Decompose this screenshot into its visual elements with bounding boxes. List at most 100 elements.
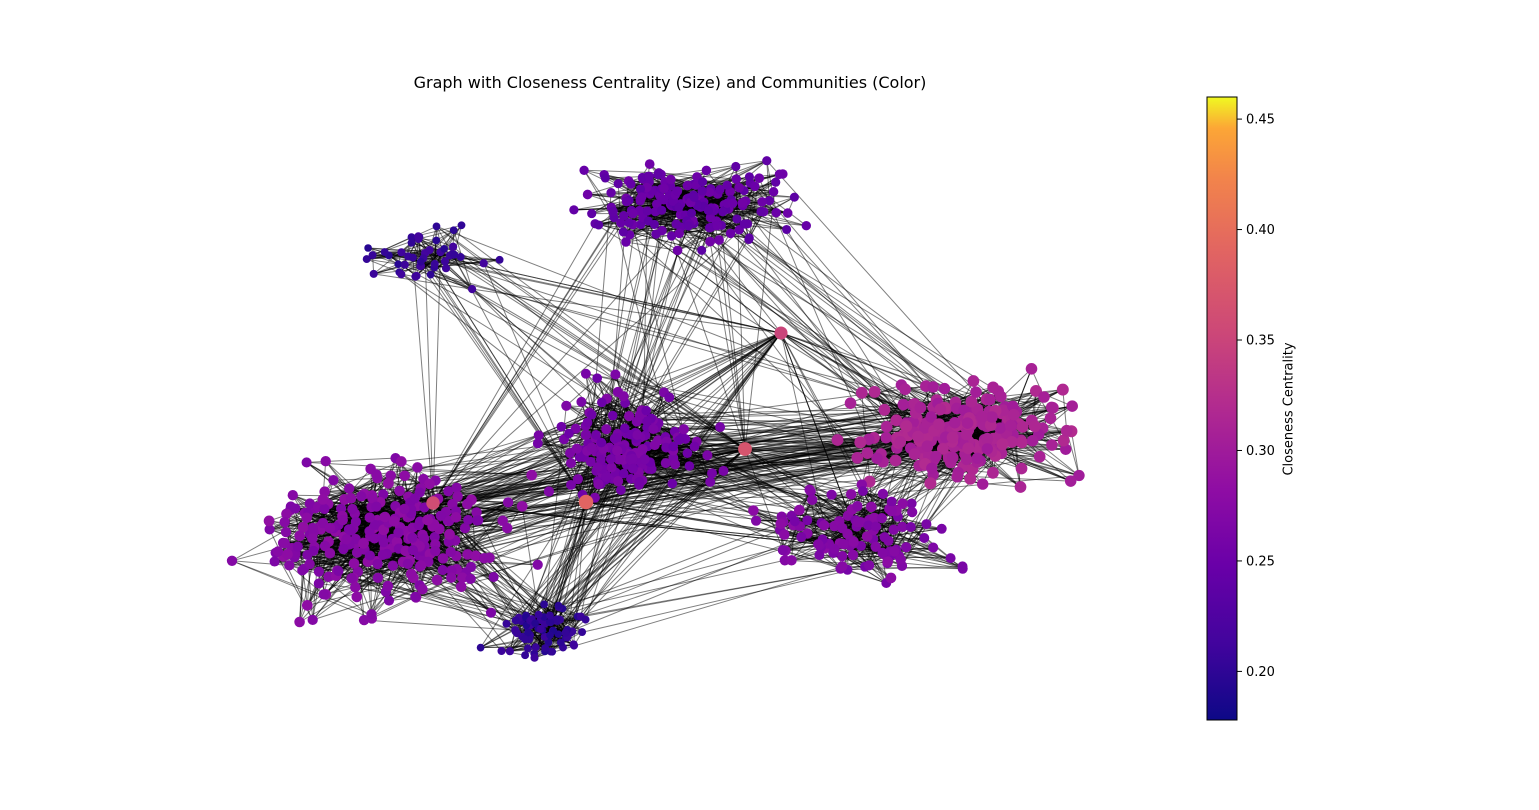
graph-node (307, 533, 318, 544)
graph-node (569, 641, 579, 650)
graph-edge (372, 236, 412, 256)
graph-edge (424, 252, 434, 504)
graph-node (668, 441, 678, 452)
graph-node (731, 161, 741, 172)
graph-node (852, 501, 863, 512)
graph-node (653, 169, 663, 180)
graph-node (804, 484, 815, 495)
graph-node (927, 381, 939, 393)
graph-node (443, 486, 454, 497)
graph-node (933, 418, 945, 431)
graph-node (307, 614, 318, 626)
graph-node (297, 521, 309, 533)
graph-node (924, 477, 937, 490)
graph-edge (780, 332, 987, 400)
graph-node (320, 455, 331, 467)
graph-edge (436, 225, 746, 450)
graph-node (607, 410, 618, 421)
graph-node (855, 386, 868, 399)
graph-node (378, 489, 389, 500)
graph-node (272, 546, 284, 557)
graph-node (317, 493, 329, 505)
graph-edge (544, 332, 782, 649)
graph-node (908, 448, 921, 460)
graph-node (1004, 419, 1017, 432)
graph-node (665, 174, 676, 185)
graph-node (894, 436, 907, 448)
graph-edge (529, 332, 782, 621)
graph-node (533, 430, 544, 441)
graph-edge (674, 194, 999, 392)
graph-edge (471, 288, 746, 450)
graph-node (394, 485, 405, 497)
graph-node (907, 506, 918, 518)
graph-node (302, 549, 313, 560)
graph-node (366, 609, 377, 620)
graph-node (722, 180, 732, 190)
graph-node (912, 430, 924, 443)
graph-node (556, 638, 565, 647)
graph-node (541, 644, 550, 652)
graph-node (437, 553, 449, 564)
graph-node (426, 496, 440, 510)
graph-node (802, 515, 813, 526)
graph-node (383, 595, 395, 606)
graph-node (292, 541, 303, 552)
graph-node (313, 566, 324, 577)
graph-node (586, 409, 597, 420)
graph-node (581, 429, 592, 440)
graph-node (971, 452, 984, 464)
graph-node (565, 458, 577, 469)
graph-node (531, 643, 540, 652)
graph-node (789, 516, 800, 527)
graph-node (621, 196, 632, 207)
graph-node (636, 192, 647, 202)
nodes (226, 156, 1085, 662)
graph-node (976, 478, 989, 490)
graph-edge (432, 176, 650, 504)
graph-node (624, 218, 634, 228)
graph-node (369, 269, 378, 278)
graph-node (534, 610, 543, 619)
graph-node (597, 397, 607, 408)
graph-node (586, 442, 597, 453)
graph-node (574, 452, 585, 462)
graph-node (387, 560, 399, 571)
graph-node (848, 536, 859, 547)
graph-node (341, 534, 352, 545)
graph-node (456, 253, 465, 261)
graph-node (333, 566, 344, 577)
graph-node (829, 543, 840, 555)
graph-node (378, 537, 389, 548)
graph-node (462, 549, 473, 560)
graph-node (644, 159, 655, 169)
graph-node (445, 546, 456, 558)
graph-node (372, 572, 384, 584)
graph-node (651, 229, 661, 239)
graph-node (970, 386, 982, 398)
graph-node (771, 177, 781, 187)
graph-node (732, 214, 742, 224)
graph-node (484, 552, 495, 564)
graph-node (897, 498, 908, 509)
graph-node (789, 192, 799, 202)
graph-edge (454, 254, 746, 450)
graph-node (432, 236, 441, 245)
graph-node (796, 532, 807, 543)
graph-node (459, 522, 471, 534)
graph-node (866, 501, 877, 513)
graph-node (857, 486, 868, 497)
graph-node (1014, 481, 1027, 493)
graph-node (338, 544, 349, 555)
graph-node (576, 396, 587, 407)
graph-node (702, 450, 713, 461)
graph-edge (275, 332, 782, 554)
graph-node (705, 236, 715, 247)
graph-node (328, 475, 339, 486)
graph-edge (566, 501, 587, 638)
graph-edge (364, 619, 516, 631)
graph-node (405, 568, 417, 580)
graph-node (627, 453, 638, 464)
graph-node (435, 510, 446, 521)
graph-node (408, 253, 417, 262)
